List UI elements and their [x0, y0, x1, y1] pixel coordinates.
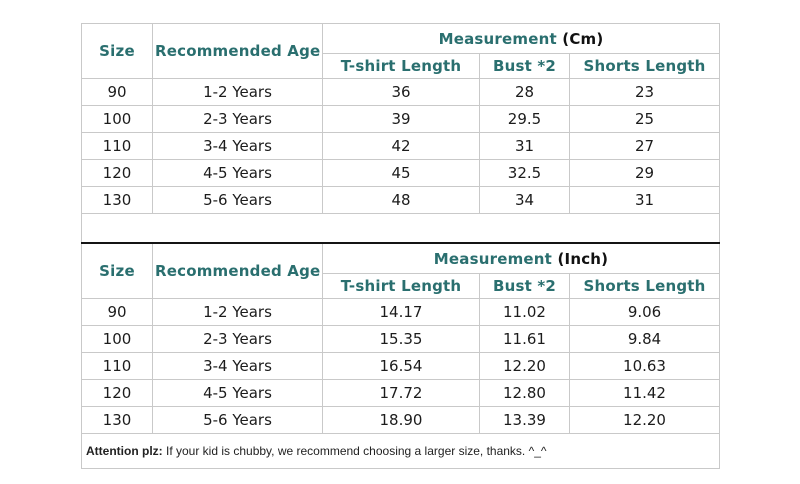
cell-shorts: 23: [568, 78, 721, 106]
cell-tshirt: 15.35: [322, 325, 480, 353]
cell-tshirt: 42: [322, 132, 480, 160]
cm-measurement-header: Measurement (Cm): [321, 23, 721, 54]
cell-size: 120: [81, 379, 153, 407]
cell-size: 100: [81, 325, 153, 353]
cell-shorts: 9.06: [568, 298, 721, 326]
inch-row-120: 120 4-5 Years 17.72 12.80 11.42: [81, 379, 721, 407]
cm-col-header-size: Size: [81, 23, 153, 79]
cm-row-100: 100 2-3 Years 39 29.5 25: [81, 105, 721, 133]
cell-age: 5-6 Years: [152, 406, 323, 434]
inch-row-130: 130 5-6 Years 18.90 13.39 12.20: [81, 406, 721, 434]
cm-col-header-tshirt: T-shirt Length: [322, 53, 480, 79]
cell-shorts: 11.42: [568, 379, 721, 407]
cm-subheader-row: T-shirt Length Bust *2 Shorts Length: [82, 53, 721, 79]
cell-size: 90: [81, 78, 153, 106]
cell-bust: 28: [479, 78, 570, 106]
cell-shorts: 31: [568, 186, 721, 214]
cm-row-130: 130 5-6 Years 48 34 31: [81, 186, 721, 214]
cell-size: 90: [81, 298, 153, 326]
inch-row-110: 110 3-4 Years 16.54 12.20 10.63: [81, 352, 721, 380]
inch-col-header-age: Recommended Age: [152, 242, 323, 299]
cell-size: 110: [81, 132, 153, 160]
cell-tshirt: 36: [322, 78, 480, 106]
cm-col-header-shorts: Shorts Length: [568, 53, 721, 79]
inch-measurement-label: Measurement: [433, 249, 553, 268]
cell-tshirt: 48: [322, 186, 480, 214]
cell-bust: 31: [479, 132, 570, 160]
cell-tshirt: 16.54: [322, 352, 480, 380]
cell-bust: 13.39: [479, 406, 570, 434]
cell-tshirt: 18.90: [322, 406, 480, 434]
inch-header-row: Size Recommended Age Measurement (Inch): [81, 242, 721, 299]
cell-age: 2-3 Years: [152, 105, 323, 133]
cell-shorts: 12.20: [568, 406, 721, 434]
cm-col-header-bust: Bust *2: [479, 53, 570, 79]
inch-col-header-shorts: Shorts Length: [568, 273, 721, 299]
cm-measurement-label: Measurement: [438, 29, 557, 48]
size-chart-table: Size Recommended Age Measurement (Cm) T-…: [80, 23, 721, 469]
spacer-cell: [80, 213, 721, 243]
cell-tshirt: 17.72: [322, 379, 480, 407]
cell-age: 1-2 Years: [152, 78, 323, 106]
cell-age: 2-3 Years: [152, 325, 323, 353]
cm-row-90: 90 1-2 Years 36 28 23: [81, 78, 721, 106]
cell-tshirt: 14.17: [322, 298, 480, 326]
cell-size: 130: [81, 186, 153, 214]
cell-bust: 12.80: [479, 379, 570, 407]
inch-measurement-header: Measurement (Inch): [321, 242, 721, 274]
cell-age: 5-6 Years: [152, 186, 323, 214]
cell-age: 3-4 Years: [152, 132, 323, 160]
cell-size: 130: [81, 406, 153, 434]
cell-size: 100: [81, 105, 153, 133]
cell-shorts: 27: [568, 132, 721, 160]
attention-label: Attention plz:: [86, 444, 163, 458]
attention-note-row: Attention plz: If your kid is chubby, we…: [80, 433, 721, 469]
cell-size: 120: [81, 159, 153, 187]
cell-size: 110: [81, 352, 153, 380]
cm-row-120: 120 4-5 Years 45 32.5 29: [81, 159, 721, 187]
table-gap-spacer: [80, 213, 721, 243]
cell-bust: 12.20: [479, 352, 570, 380]
inch-unit-label: (Inch): [557, 249, 609, 268]
cell-shorts: 25: [568, 105, 721, 133]
cm-col-header-age: Recommended Age: [152, 23, 323, 79]
cell-bust: 29.5: [479, 105, 570, 133]
inch-subheader-row: T-shirt Length Bust *2 Shorts Length: [82, 273, 721, 299]
cell-bust: 11.61: [479, 325, 570, 353]
cell-shorts: 9.84: [568, 325, 721, 353]
cell-age: 3-4 Years: [152, 352, 323, 380]
inch-col-header-size: Size: [81, 242, 153, 299]
cell-tshirt: 45: [322, 159, 480, 187]
cell-age: 4-5 Years: [152, 159, 323, 187]
cm-header-row: Size Recommended Age Measurement (Cm): [81, 23, 721, 79]
inch-row-100: 100 2-3 Years 15.35 11.61 9.84: [81, 325, 721, 353]
cell-age: 4-5 Years: [152, 379, 323, 407]
inch-col-header-tshirt: T-shirt Length: [322, 273, 480, 299]
attention-note: Attention plz: If your kid is chubby, we…: [80, 433, 721, 469]
cell-bust: 32.5: [479, 159, 570, 187]
inch-col-header-bust: Bust *2: [479, 273, 570, 299]
cell-shorts: 29: [568, 159, 721, 187]
cm-unit-label: (Cm): [562, 29, 604, 48]
cell-tshirt: 39: [322, 105, 480, 133]
attention-text: If your kid is chubby, we recommend choo…: [162, 444, 547, 458]
cell-shorts: 10.63: [568, 352, 721, 380]
size-chart: Size Recommended Age Measurement (Cm) T-…: [80, 23, 721, 469]
cm-row-110: 110 3-4 Years 42 31 27: [81, 132, 721, 160]
cell-bust: 11.02: [479, 298, 570, 326]
inch-row-90: 90 1-2 Years 14.17 11.02 9.06: [81, 298, 721, 326]
cell-bust: 34: [479, 186, 570, 214]
cell-age: 1-2 Years: [152, 298, 323, 326]
